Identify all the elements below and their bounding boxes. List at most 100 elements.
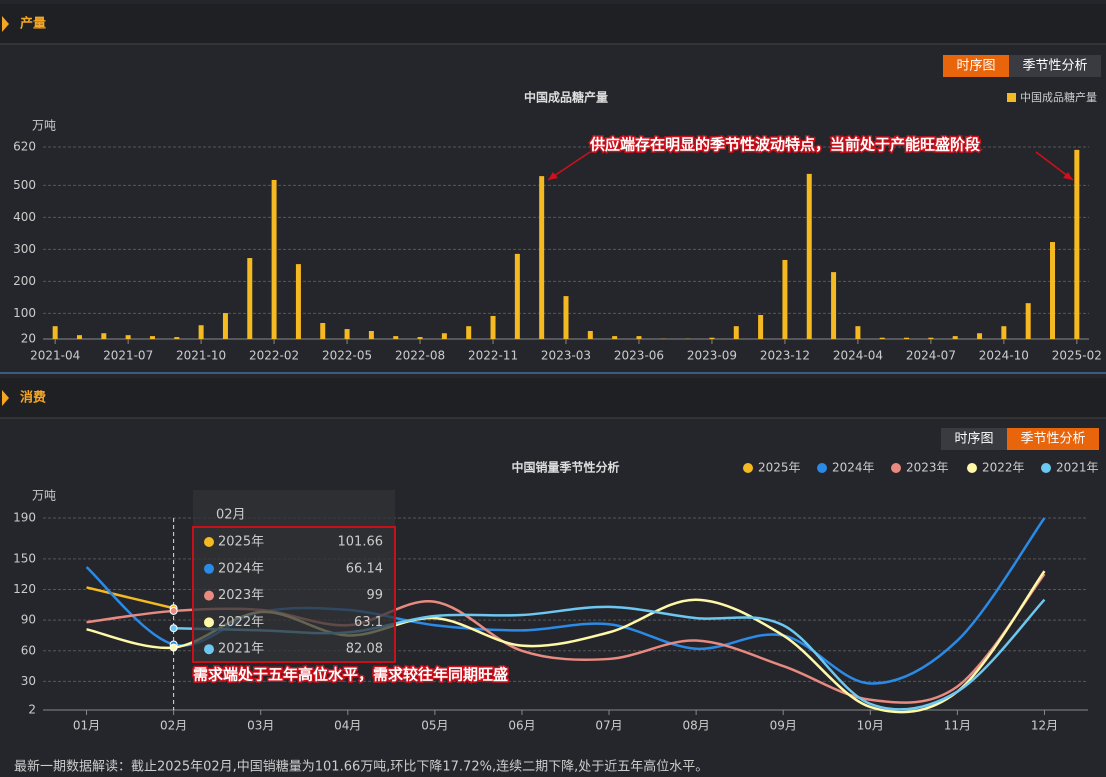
x-tick-label: 05月 <box>421 719 448 733</box>
x-tick-label: 2024-10 <box>979 349 1029 363</box>
bar <box>758 315 764 339</box>
tab-label[interactable]: 时序图 <box>956 59 995 74</box>
x-tick-label: 09月 <box>770 719 797 733</box>
tooltip-name: 2024年 <box>218 561 264 576</box>
hover-point <box>169 606 178 615</box>
chart-title: 中国销量季节性分析 <box>511 460 619 475</box>
bar <box>198 325 204 339</box>
annotation: 需求端处于五年高位水平，需求较往年同期旺盛 <box>193 666 508 684</box>
tooltip-name: 2023年 <box>218 588 264 603</box>
bar <box>952 336 958 339</box>
bar <box>52 326 58 339</box>
tooltip-value: 99 <box>366 588 383 603</box>
x-tick-label: 2024-07 <box>906 349 956 363</box>
y-tick-label: 200 <box>13 274 36 288</box>
bar <box>855 326 861 339</box>
legend-label: 2025年 <box>758 461 801 475</box>
y-tick-label: 500 <box>13 178 36 192</box>
bar <box>636 336 642 339</box>
tab[interactable] <box>1009 55 1101 77</box>
bar <box>806 173 812 339</box>
bar <box>879 337 885 339</box>
bar <box>514 253 520 339</box>
tooltip-value: 101.66 <box>338 535 384 550</box>
legend-label: 中国成品糖产量 <box>1020 90 1097 104</box>
bar <box>612 336 618 339</box>
panel-marker <box>2 390 9 406</box>
bar <box>928 337 934 339</box>
x-tick-label: 2021-10 <box>176 349 226 363</box>
tooltip <box>193 490 395 662</box>
x-tick-label: 06月 <box>508 719 535 733</box>
tooltip-value: 66.14 <box>346 561 383 576</box>
tooltip-highlight <box>192 526 396 663</box>
tooltip-name: 2025年 <box>218 535 264 550</box>
y-tick-label: 60 <box>21 643 36 657</box>
x-tick-label: 03月 <box>247 719 274 733</box>
y-tick-label: 300 <box>13 242 36 256</box>
x-tick-label: 2021-07 <box>103 349 153 363</box>
x-tick-label: 2024-04 <box>833 349 883 363</box>
tooltip-swatch <box>204 644 214 655</box>
tab-label[interactable]: 季节性分析 <box>1020 432 1085 447</box>
tab[interactable] <box>941 428 1007 450</box>
tab-label[interactable]: 季节性分析 <box>1022 59 1087 74</box>
x-tick-label: 07月 <box>595 719 622 733</box>
x-tick-label: 02月 <box>160 719 187 733</box>
bar <box>490 315 496 339</box>
bar <box>466 326 472 339</box>
x-tick-label: 2023-09 <box>687 349 737 363</box>
legend-swatch <box>817 463 827 473</box>
y-tick-label: 100 <box>13 306 36 320</box>
bar <box>174 337 180 339</box>
x-tick-label: 2022-05 <box>322 349 372 363</box>
arrow-head <box>548 172 558 180</box>
x-tick-label: 2023-06 <box>614 349 664 363</box>
bar <box>393 336 399 339</box>
panel-title: 消费 <box>20 390 46 406</box>
bar <box>904 337 910 339</box>
bar <box>149 336 155 339</box>
annotation: 供应端存在明显的季节性波动特点，当前处于产能旺盛阶段 <box>589 136 980 154</box>
legend-label: 2021年 <box>1056 461 1099 475</box>
x-tick-label: 2023-12 <box>760 349 810 363</box>
x-tick-label: 08月 <box>682 719 709 733</box>
legend-swatch <box>967 463 977 473</box>
x-tick-label: 2022-11 <box>468 349 518 363</box>
bar <box>101 333 107 339</box>
y-tick-label: 620 <box>13 140 36 154</box>
bar <box>295 264 301 339</box>
tab[interactable] <box>943 55 1009 77</box>
tab[interactable] <box>1007 428 1099 450</box>
x-tick-label: 12月 <box>1031 719 1058 733</box>
hover-point <box>169 643 178 652</box>
arrow-head <box>1063 172 1073 180</box>
tooltip-title: 02月 <box>216 508 246 523</box>
y-axis-unit: 万吨 <box>32 119 56 133</box>
panel-title: 产量 <box>20 16 46 32</box>
bar <box>76 335 82 339</box>
x-tick-label: 10月 <box>857 719 884 733</box>
bar <box>709 337 715 339</box>
y-tick-label: 2 <box>28 703 36 717</box>
y-tick-label: 20 <box>21 332 36 346</box>
bar <box>441 333 447 339</box>
footer: 最新一期数据解读：截止2025年02月,中国销糖量为101.66万吨,环比下降1… <box>14 759 708 775</box>
y-tick-label: 120 <box>13 582 36 596</box>
bar <box>320 323 326 339</box>
bar <box>222 313 228 339</box>
panel-header <box>0 378 1106 418</box>
legend-label: 2022年 <box>982 461 1025 475</box>
bar <box>1025 303 1031 339</box>
bar <box>587 331 593 339</box>
x-tick-label: 04月 <box>334 719 361 733</box>
bar <box>563 296 569 339</box>
x-tick-label: 2021-04 <box>30 349 80 363</box>
y-tick-label: 30 <box>21 674 36 688</box>
bar <box>368 331 374 339</box>
tooltip-swatch <box>204 617 214 628</box>
tab-label[interactable]: 时序图 <box>954 432 993 447</box>
chart-title: 中国成品糖产量 <box>524 90 608 105</box>
y-axis-unit: 万吨 <box>32 489 56 503</box>
